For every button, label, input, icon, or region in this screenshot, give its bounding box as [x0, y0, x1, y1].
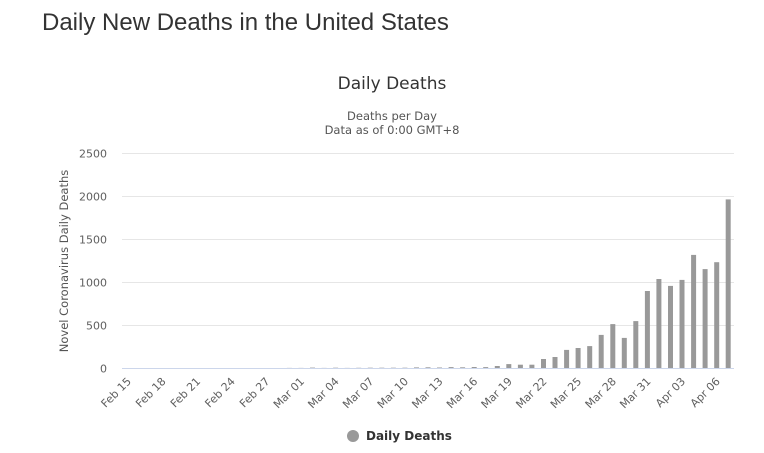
- x-tick-label: Feb 24: [202, 375, 237, 410]
- x-tick-label: Mar 25: [548, 375, 584, 411]
- bar-mar-17[interactable]: [483, 367, 489, 368]
- bar-mar-25[interactable]: [575, 348, 581, 368]
- y-tick-label: 1000: [79, 277, 107, 290]
- bar-apr-07[interactable]: [725, 199, 731, 368]
- x-tick-label: Mar 31: [617, 375, 653, 411]
- x-tick-label: Mar 04: [305, 375, 341, 411]
- x-tick-label: Mar 07: [340, 375, 376, 411]
- bar-mar-11[interactable]: [414, 367, 419, 368]
- bar-mar-31[interactable]: [644, 291, 650, 368]
- y-tick-label: 2000: [79, 191, 107, 204]
- x-tick-label: Mar 19: [479, 375, 515, 411]
- bar-mar-26[interactable]: [587, 346, 593, 368]
- bar-mar-19[interactable]: [506, 364, 512, 368]
- y-tick-label: 500: [86, 320, 107, 333]
- bar-mar-28[interactable]: [610, 324, 616, 368]
- y-axis-ticks: 0 500 1000 1500 2000 2500: [79, 148, 107, 376]
- x-tick-label: Mar 10: [375, 375, 411, 411]
- legend-item-daily-deaths[interactable]: Daily Deaths: [347, 429, 452, 443]
- bars: [286, 199, 731, 369]
- bar-apr-02[interactable]: [668, 285, 673, 368]
- chart-title: Daily Deaths: [337, 74, 447, 94]
- chart-subtitle-line-1: Deaths per Day: [347, 109, 437, 123]
- bar-mar-16[interactable]: [471, 367, 477, 368]
- bar-mar-18[interactable]: [494, 366, 500, 368]
- bar-apr-04[interactable]: [691, 254, 697, 368]
- chart-subtitle: Deaths per Day Data as of 0:00 GMT+8: [0, 109, 764, 137]
- bar-apr-06[interactable]: [714, 262, 720, 368]
- y-tick-label: 0: [100, 363, 107, 376]
- legend-label: Daily Deaths: [366, 429, 452, 443]
- bar-mar-29[interactable]: [621, 337, 627, 368]
- x-tick-label: Apr 03: [653, 375, 688, 410]
- bar-mar-14[interactable]: [448, 367, 454, 368]
- bar-mar-12[interactable]: [425, 367, 431, 368]
- bar-mar-13[interactable]: [437, 367, 442, 369]
- x-tick-label: Feb 21: [168, 375, 203, 410]
- bar-apr-05[interactable]: [702, 269, 708, 368]
- x-tick-label: Mar 28: [583, 375, 619, 411]
- x-tick-label: Apr 06: [688, 375, 723, 410]
- x-tick-label: Mar 01: [271, 375, 307, 411]
- bar-mar-30[interactable]: [633, 321, 639, 368]
- legend-marker-icon: [347, 430, 359, 442]
- x-tick-label: Feb 27: [237, 375, 272, 410]
- y-tick-label: 1500: [79, 234, 107, 247]
- bar-apr-01[interactable]: [656, 279, 662, 368]
- x-tick-label: Mar 22: [513, 375, 549, 411]
- x-tick-label: Feb 18: [133, 375, 168, 410]
- x-tick-label: Mar 16: [444, 375, 480, 411]
- bar-mar-22[interactable]: [541, 359, 546, 368]
- bar-mar-15[interactable]: [460, 367, 466, 368]
- page-title: Daily New Deaths in the United States: [42, 9, 449, 36]
- x-tick-label: Mar 13: [409, 375, 445, 411]
- bar-mar-20[interactable]: [517, 364, 523, 368]
- bar-mar-27[interactable]: [598, 334, 604, 368]
- bar-mar-23[interactable]: [552, 357, 558, 368]
- y-axis-label: Novel Coronavirus Daily Deaths: [57, 170, 71, 352]
- bar-apr-03[interactable]: [679, 279, 685, 368]
- bar-mar-24[interactable]: [564, 349, 570, 368]
- x-tick-label: Feb 15: [99, 375, 134, 410]
- gridlines: [122, 153, 734, 326]
- y-tick-label: 2500: [79, 148, 107, 161]
- chart-subtitle-line-2: Data as of 0:00 GMT+8: [324, 123, 460, 137]
- bar-mar-21[interactable]: [529, 364, 535, 368]
